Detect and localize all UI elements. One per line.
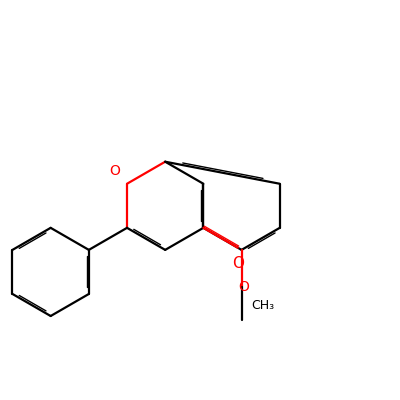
Text: O: O xyxy=(109,164,120,178)
Text: O: O xyxy=(238,280,249,294)
Text: CH₃: CH₃ xyxy=(251,299,274,312)
Text: O: O xyxy=(232,256,244,271)
